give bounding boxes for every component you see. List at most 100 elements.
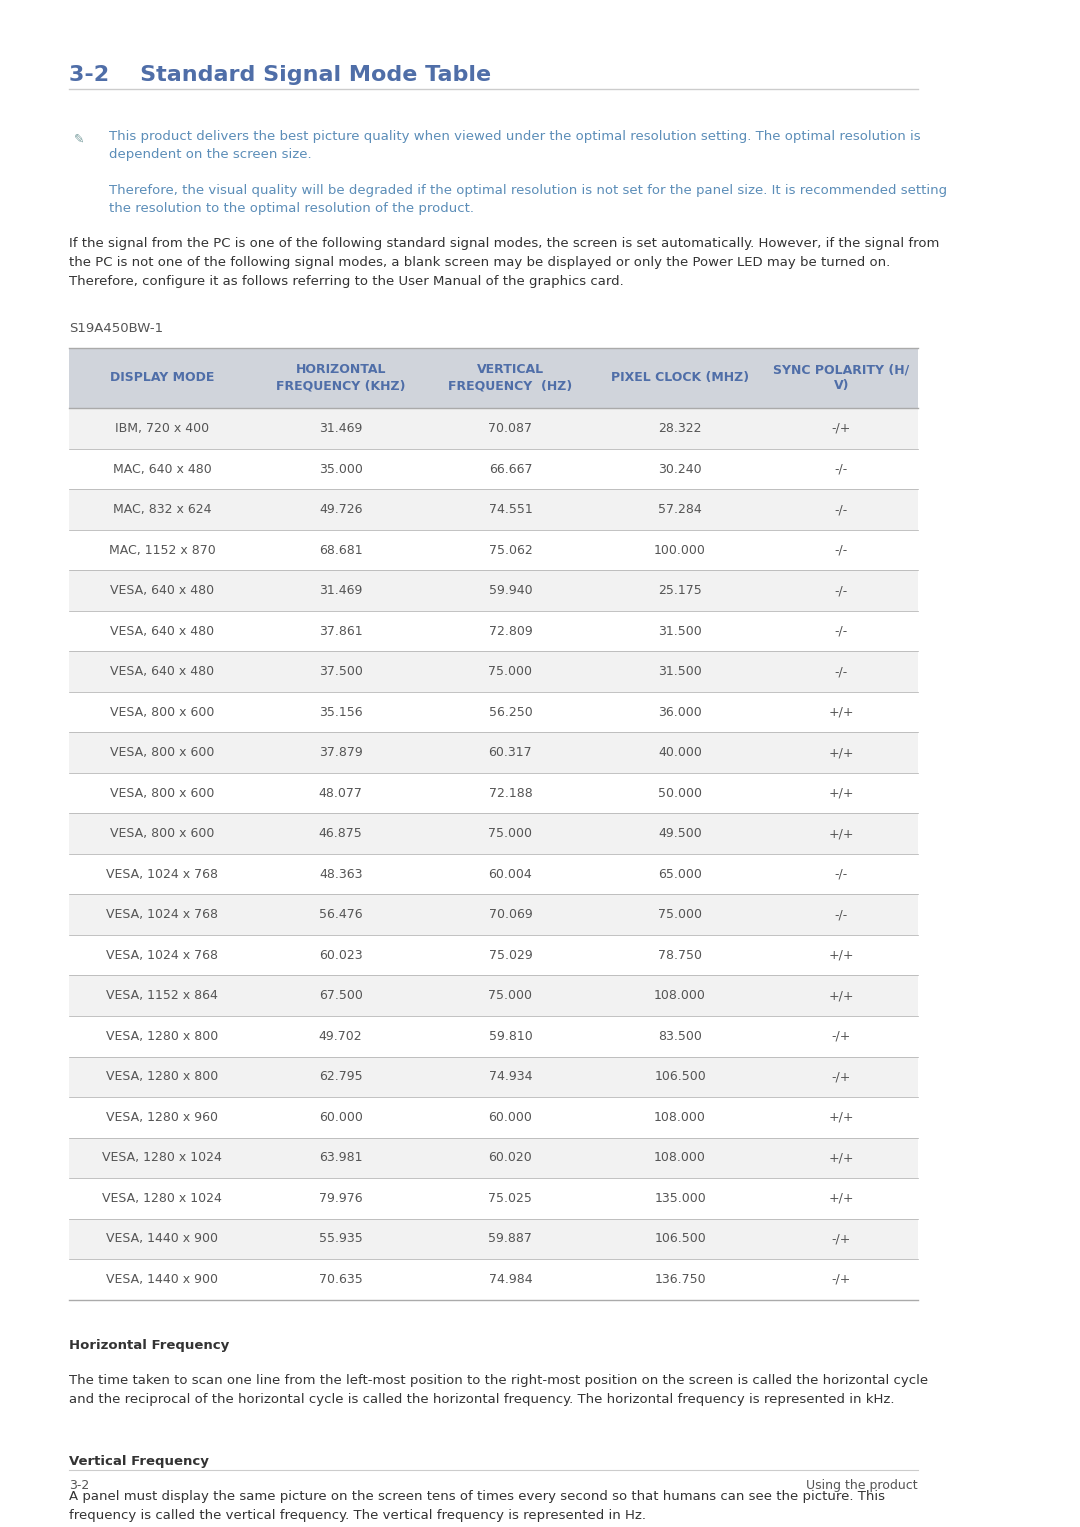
Bar (69, 1015, 918, 1057)
Text: 75.000: 75.000 (488, 666, 532, 678)
Text: 75.000: 75.000 (488, 989, 532, 1002)
Text: 108.000: 108.000 (654, 989, 706, 1002)
Bar (69, 1138, 918, 1179)
Text: 62.795: 62.795 (319, 1070, 363, 1083)
Bar (69, 733, 918, 773)
Text: 36.000: 36.000 (658, 705, 702, 719)
Text: 75.062: 75.062 (488, 544, 532, 556)
Text: -/+: -/+ (832, 1274, 851, 1286)
Text: 100.000: 100.000 (654, 544, 706, 556)
Text: 56.250: 56.250 (488, 705, 532, 719)
Text: 75.000: 75.000 (488, 828, 532, 840)
Bar (69, 1260, 918, 1299)
Text: -/-: -/- (835, 867, 848, 881)
Text: If the signal from the PC is one of the following standard signal modes, the scr: If the signal from the PC is one of the … (69, 237, 940, 289)
Text: 49.726: 49.726 (319, 502, 363, 516)
Text: 74.551: 74.551 (488, 502, 532, 516)
Text: 37.879: 37.879 (319, 747, 363, 759)
Text: -/-: -/- (835, 463, 848, 475)
Bar (69, 348, 918, 408)
Text: HORIZONTAL
FREQUENCY (KHZ): HORIZONTAL FREQUENCY (KHZ) (275, 363, 405, 392)
Text: 65.000: 65.000 (658, 867, 702, 881)
Text: 35.000: 35.000 (319, 463, 363, 475)
Text: 48.077: 48.077 (319, 786, 363, 800)
Bar (69, 773, 918, 814)
Text: MAC, 640 x 480: MAC, 640 x 480 (113, 463, 212, 475)
Text: ✎: ✎ (75, 133, 84, 147)
Text: 68.681: 68.681 (319, 544, 363, 556)
Bar (69, 935, 918, 976)
Text: 25.175: 25.175 (658, 583, 702, 597)
Text: IBM, 720 x 400: IBM, 720 x 400 (116, 421, 210, 435)
Text: PIXEL CLOCK (MHZ): PIXEL CLOCK (MHZ) (611, 371, 750, 385)
Text: 46.875: 46.875 (319, 828, 363, 840)
Text: VESA, 800 x 600: VESA, 800 x 600 (110, 747, 215, 759)
Text: -/-: -/- (835, 502, 848, 516)
Text: -/+: -/+ (832, 1232, 851, 1246)
Bar (69, 814, 918, 854)
Text: -/+: -/+ (832, 1029, 851, 1043)
Text: 135.000: 135.000 (654, 1193, 706, 1205)
Text: VESA, 1024 x 768: VESA, 1024 x 768 (107, 909, 218, 921)
Text: 63.981: 63.981 (319, 1151, 363, 1164)
Text: DISPLAY MODE: DISPLAY MODE (110, 371, 215, 385)
Text: 70.087: 70.087 (488, 421, 532, 435)
Bar (69, 1219, 918, 1260)
Text: 106.500: 106.500 (654, 1232, 706, 1246)
Bar (69, 489, 918, 530)
Text: 55.935: 55.935 (319, 1232, 363, 1246)
Text: MAC, 832 x 624: MAC, 832 x 624 (113, 502, 212, 516)
Text: +/+: +/+ (828, 786, 854, 800)
Text: 75.029: 75.029 (488, 948, 532, 962)
Text: 37.861: 37.861 (319, 625, 363, 638)
Bar (69, 1179, 918, 1219)
Bar (69, 530, 918, 570)
Text: 66.667: 66.667 (488, 463, 532, 475)
Text: Vertical Frequency: Vertical Frequency (69, 1455, 208, 1469)
Text: 56.476: 56.476 (319, 909, 363, 921)
Text: +/+: +/+ (828, 747, 854, 759)
Text: A panel must display the same picture on the screen tens of times every second s: A panel must display the same picture on… (69, 1490, 886, 1522)
Text: VESA, 1024 x 768: VESA, 1024 x 768 (107, 948, 218, 962)
Text: 35.156: 35.156 (319, 705, 363, 719)
Text: 48.363: 48.363 (319, 867, 363, 881)
Text: -/-: -/- (835, 544, 848, 556)
Text: 60.004: 60.004 (488, 867, 532, 881)
Text: 30.240: 30.240 (659, 463, 702, 475)
Text: 60.317: 60.317 (488, 747, 532, 759)
Text: 67.500: 67.500 (319, 989, 363, 1002)
Bar (69, 854, 918, 895)
Text: 136.750: 136.750 (654, 1274, 706, 1286)
Text: VESA, 800 x 600: VESA, 800 x 600 (110, 786, 215, 800)
Text: 75.025: 75.025 (488, 1193, 532, 1205)
Text: -/-: -/- (835, 583, 848, 597)
Text: 59.810: 59.810 (488, 1029, 532, 1043)
Text: VESA, 1280 x 960: VESA, 1280 x 960 (107, 1110, 218, 1124)
Text: 60.000: 60.000 (319, 1110, 363, 1124)
Text: 31.500: 31.500 (658, 625, 702, 638)
Text: VESA, 640 x 480: VESA, 640 x 480 (110, 583, 215, 597)
Text: VESA, 640 x 480: VESA, 640 x 480 (110, 666, 215, 678)
Text: +/+: +/+ (828, 1151, 854, 1164)
Bar (69, 895, 918, 935)
Text: VESA, 800 x 600: VESA, 800 x 600 (110, 705, 215, 719)
Text: 59.887: 59.887 (488, 1232, 532, 1246)
Bar (69, 449, 918, 489)
Text: 78.750: 78.750 (658, 948, 702, 962)
Text: 106.500: 106.500 (654, 1070, 706, 1083)
Text: VESA, 1280 x 1024: VESA, 1280 x 1024 (103, 1151, 222, 1164)
Text: This product delivers the best picture quality when viewed under the optimal res: This product delivers the best picture q… (109, 130, 920, 160)
Text: Horizontal Frequency: Horizontal Frequency (69, 1339, 229, 1351)
Text: 108.000: 108.000 (654, 1110, 706, 1124)
Text: -/-: -/- (835, 625, 848, 638)
Text: 108.000: 108.000 (654, 1151, 706, 1164)
Text: 83.500: 83.500 (658, 1029, 702, 1043)
Text: 72.188: 72.188 (488, 786, 532, 800)
Text: VESA, 800 x 600: VESA, 800 x 600 (110, 828, 215, 840)
Text: 49.702: 49.702 (319, 1029, 363, 1043)
Text: 70.635: 70.635 (319, 1274, 363, 1286)
Text: 74.934: 74.934 (488, 1070, 532, 1083)
Text: 60.000: 60.000 (488, 1110, 532, 1124)
Text: 57.284: 57.284 (658, 502, 702, 516)
Text: S19A450BW-1: S19A450BW-1 (69, 322, 163, 334)
